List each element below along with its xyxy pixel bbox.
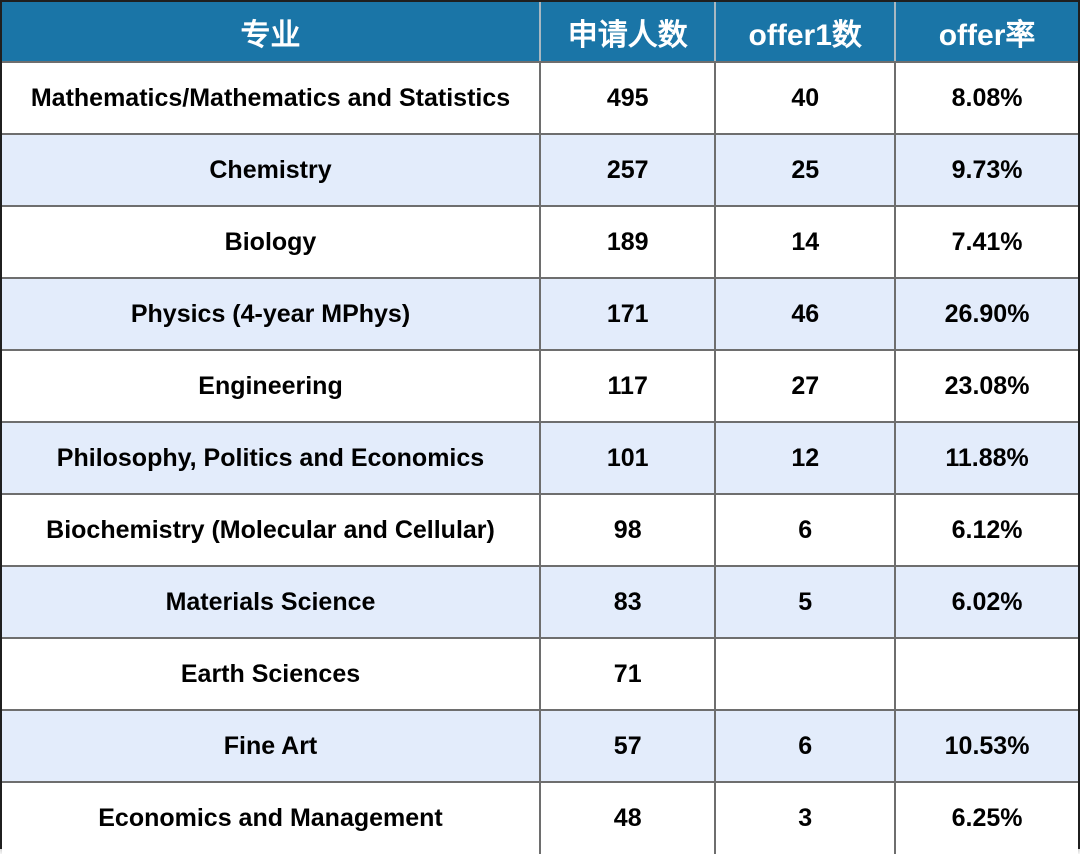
offer-rate-cell: 26.90% bbox=[894, 277, 1078, 351]
offers-cell: 27 bbox=[714, 349, 897, 423]
offers-cell: 25 bbox=[714, 133, 897, 207]
major-cell: Philosophy, Politics and Economics bbox=[2, 421, 542, 495]
table-row: Physics (4-year MPhys) 171 46 26.90% bbox=[2, 277, 1078, 351]
table-row: Earth Sciences 71 bbox=[2, 637, 1078, 711]
offers-cell: 12 bbox=[714, 421, 897, 495]
major-cell: Biology bbox=[2, 205, 542, 279]
major-cell: Mathematics/Mathematics and Statistics bbox=[2, 61, 542, 135]
offers-cell: 6 bbox=[714, 493, 897, 567]
offer-rate-cell: 6.02% bbox=[894, 565, 1078, 639]
table-row: Philosophy, Politics and Economics 101 1… bbox=[2, 421, 1078, 495]
header-applicants: 申请人数 bbox=[539, 2, 716, 63]
applicants-cell: 257 bbox=[539, 133, 717, 207]
major-cell: Fine Art bbox=[2, 709, 542, 783]
applicants-cell: 189 bbox=[539, 205, 717, 279]
applicants-cell: 117 bbox=[539, 349, 717, 423]
offer-rate-cell: 8.08% bbox=[894, 61, 1078, 135]
applicants-cell: 101 bbox=[539, 421, 717, 495]
major-cell: Economics and Management bbox=[2, 781, 542, 854]
applicants-cell: 71 bbox=[539, 637, 717, 711]
offers-cell: 3 bbox=[714, 781, 897, 854]
offer-rate-cell: 6.12% bbox=[894, 493, 1078, 567]
applicants-cell: 495 bbox=[539, 61, 717, 135]
offer-rate-cell: 6.25% bbox=[894, 781, 1078, 854]
header-offers: offer1数 bbox=[714, 2, 896, 63]
offer-rate-cell: 10.53% bbox=[894, 709, 1078, 783]
offers-cell: 14 bbox=[714, 205, 897, 279]
offers-cell: 6 bbox=[714, 709, 897, 783]
offer-rate-cell: 9.73% bbox=[894, 133, 1078, 207]
major-cell: Materials Science bbox=[2, 565, 542, 639]
offers-cell: 46 bbox=[714, 277, 897, 351]
table-row: Engineering 117 27 23.08% bbox=[2, 349, 1078, 423]
offer-rate-cell bbox=[894, 637, 1078, 711]
offer-rate-cell: 23.08% bbox=[894, 349, 1078, 423]
table-row: Economics and Management 48 3 6.25% bbox=[2, 781, 1078, 854]
major-cell: Chemistry bbox=[2, 133, 542, 207]
applicants-cell: 98 bbox=[539, 493, 717, 567]
offers-cell: 5 bbox=[714, 565, 897, 639]
offers-cell bbox=[714, 637, 897, 711]
offers-cell: 40 bbox=[714, 61, 897, 135]
offer-rate-cell: 7.41% bbox=[894, 205, 1078, 279]
table-row: Chemistry 257 25 9.73% bbox=[2, 133, 1078, 207]
table-row: Mathematics/Mathematics and Statistics 4… bbox=[2, 61, 1078, 135]
table-row: Biology 189 14 7.41% bbox=[2, 205, 1078, 279]
applicants-cell: 57 bbox=[539, 709, 717, 783]
table-row: Fine Art 57 6 10.53% bbox=[2, 709, 1078, 783]
header-row: 专业 申请人数 offer1数 offer率 bbox=[2, 2, 1078, 63]
header-major: 专业 bbox=[2, 2, 541, 63]
applicants-cell: 171 bbox=[539, 277, 717, 351]
major-cell: Engineering bbox=[2, 349, 542, 423]
major-cell: Biochemistry (Molecular and Cellular) bbox=[2, 493, 542, 567]
major-cell: Physics (4-year MPhys) bbox=[2, 277, 542, 351]
applicants-cell: 48 bbox=[539, 781, 717, 854]
table-row: Materials Science 83 5 6.02% bbox=[2, 565, 1078, 639]
applicants-cell: 83 bbox=[539, 565, 717, 639]
table-body: Mathematics/Mathematics and Statistics 4… bbox=[2, 61, 1078, 854]
header-offer-rate: offer率 bbox=[894, 2, 1078, 63]
offer-rate-cell: 11.88% bbox=[894, 421, 1078, 495]
table-header: 专业 申请人数 offer1数 offer率 bbox=[2, 2, 1078, 63]
table-row: Biochemistry (Molecular and Cellular) 98… bbox=[2, 493, 1078, 567]
major-cell: Earth Sciences bbox=[2, 637, 542, 711]
